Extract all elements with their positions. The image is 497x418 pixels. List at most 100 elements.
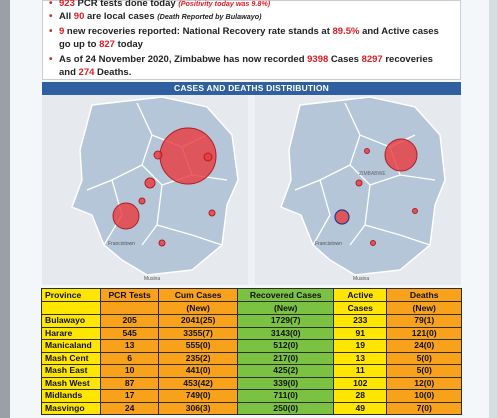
cell-cum: 235(2) (157, 351, 239, 365)
cell-pcr: 87 (100, 376, 159, 390)
left-map-label-musina: Musina (144, 276, 160, 282)
harare-death-bubble (384, 138, 418, 172)
cell-province: Bulawayo (40, 314, 102, 328)
matabeleland-bubble (138, 197, 146, 205)
bullet-dot-icon: • (49, 26, 53, 37)
cell-deaths: 12(0) (386, 376, 462, 390)
header-recovered: Recovered Cases (237, 288, 335, 302)
cell-active: 28 (333, 389, 388, 403)
cell-cum: 3355(7) (157, 326, 239, 340)
right-map-label-francistown: Francistown (315, 241, 342, 247)
table-row: Harare 545 3355(7) 3143(0) 91 121(0) (40, 326, 462, 340)
table-row: Mash East 10 441(0) 425(2) 11 5(0) (40, 364, 462, 378)
cell-active: 13 (333, 351, 388, 365)
cell-province: Mash East (40, 364, 102, 378)
manicaland-bubble (208, 209, 216, 217)
midlands-death-bubble (355, 179, 363, 187)
cell-cum: 306(3) (157, 401, 239, 415)
header-province: Province (40, 288, 102, 302)
cell-province: Mash Cent (40, 351, 102, 365)
cell-deaths: 24(0) (386, 339, 462, 353)
bulawayo-death-bubble (334, 209, 350, 225)
table-subheader-row: (New) (New) Cases (New) (40, 301, 462, 315)
distribution-banner: CASES AND DEATHS DISTRIBUTION (42, 82, 461, 95)
table-row: Manicaland 13 555(0) 512(0) 19 24(0) (40, 339, 462, 353)
table-row: Mash Cent 6 235(2) 217(0) 13 5(0) (40, 351, 462, 365)
table-row: Mash West 87 453(42) 339(0) 102 12(0) (40, 376, 462, 390)
header-deaths: Deaths (386, 288, 462, 302)
subheader-deaths: (New) (386, 301, 462, 315)
bullet-pcr-tests: • 923 PCR tests done today (Positivity to… (49, 0, 271, 9)
masvingo-death-bubble (370, 240, 376, 246)
bullet-dot-icon: • (49, 0, 53, 9)
bullet-dot-icon: • (49, 54, 53, 65)
header-active: Active (333, 288, 388, 302)
cell-active: 233 (333, 314, 388, 328)
cell-province: Harare (40, 326, 102, 340)
cell-recovered: 3143(0) (237, 326, 335, 340)
table-row: Midlands 17 749(0) 711(0) 28 10(0) (40, 389, 462, 403)
cell-deaths: 10(0) (386, 389, 462, 403)
subheader-pcr-tests (100, 301, 159, 315)
cell-active: 11 (333, 364, 388, 378)
table-row: Bulawayo 205 2041(25) 1729(7) 233 79(1) (40, 314, 462, 328)
bullet-local-cases: • All 90 are local cases (Death Reported … (49, 11, 262, 22)
bullet-recoveries: • 9 new recoveries reported: National Rec… (49, 26, 439, 37)
cell-cum: 453(42) (157, 376, 239, 390)
cell-province: Masvingo (40, 401, 102, 415)
cases-map-svg: Francistown Musina (42, 95, 248, 285)
cell-cum: 749(0) (157, 389, 239, 403)
cell-recovered: 711(0) (237, 389, 335, 403)
bullet-totals: • As of 24 November 2020, Zimbabwe has no… (49, 54, 433, 65)
cell-pcr: 13 (100, 339, 159, 353)
cell-province: Manicaland (40, 339, 102, 353)
cell-pcr: 17 (100, 389, 159, 403)
cell-pcr: 24 (100, 401, 159, 415)
photo-edge-right (489, 0, 497, 418)
header-cum-cases: Cum Cases (157, 288, 239, 302)
cell-province: Midlands (40, 389, 102, 403)
masvingo-bubble (158, 239, 166, 247)
deaths-map-svg: ZIMBABWE Francistown Musina (255, 95, 461, 285)
cases-map: Francistown Musina (42, 95, 248, 285)
cell-deaths: 121(0) (386, 326, 462, 340)
cell-recovered: 1729(7) (237, 314, 335, 328)
subheader-recovered: (New) (237, 301, 335, 315)
photo-edge-left (0, 0, 10, 418)
cell-cum: 555(0) (157, 339, 239, 353)
subheader-active: Cases (333, 301, 388, 315)
cell-recovered: 217(0) (237, 351, 335, 365)
province-stats-table: Province PCR Tests Cum Cases Recovered C… (40, 288, 462, 415)
right-map-label-musina: Musina (353, 276, 369, 282)
cell-pcr: 10 (100, 364, 159, 378)
maps-area: Francistown Musina ZIMBABWE Francistown … (42, 95, 461, 285)
subheader-province (40, 301, 102, 315)
cell-pcr: 545 (100, 326, 159, 340)
manicaland-death-bubble (412, 208, 418, 214)
cell-cum: 441(0) (157, 364, 239, 378)
cell-active: 91 (333, 326, 388, 340)
mash-west-death-bubble (364, 148, 370, 154)
bullet-dot-icon: • (49, 11, 53, 22)
cell-province: Mash West (40, 376, 102, 390)
table-row: Masvingo 24 306(3) 250(0) 49 7(0) (40, 401, 462, 415)
cell-deaths: 5(0) (386, 351, 462, 365)
cell-cum: 2041(25) (157, 314, 239, 328)
subheader-cum-cases: (New) (157, 301, 239, 315)
cell-pcr: 6 (100, 351, 159, 365)
cell-active: 49 (333, 401, 388, 415)
summary-panel: • 923 PCR tests done today (Positivity to… (42, 0, 461, 80)
deaths-map: ZIMBABWE Francistown Musina (255, 95, 461, 285)
header-pcr-tests: PCR Tests (100, 288, 159, 302)
mash-east-bubble (203, 152, 213, 162)
table-header-row: Province PCR Tests Cum Cases Recovered C… (40, 288, 462, 302)
bullet-recoveries-line2: go up to 827 today (59, 39, 143, 50)
midlands-bubble (144, 177, 156, 189)
mash-west-bubble (153, 150, 163, 160)
bullet-totals-line2: and 274 Deaths. (59, 67, 132, 78)
cell-deaths: 7(0) (386, 401, 462, 415)
cell-active: 102 (333, 376, 388, 390)
cell-deaths: 79(1) (386, 314, 462, 328)
left-map-label-francistown: Francistown (108, 241, 135, 247)
cell-recovered: 425(2) (237, 364, 335, 378)
